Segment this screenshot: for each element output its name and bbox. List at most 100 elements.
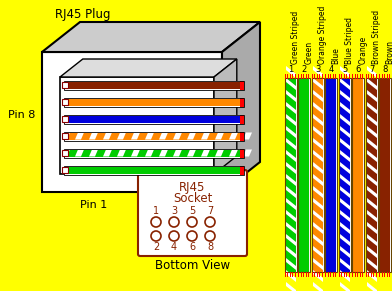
Polygon shape — [229, 132, 238, 139]
Bar — [64, 132, 244, 141]
Bar — [354, 78, 363, 272]
Text: Green Striped: Green Striped — [291, 11, 300, 64]
Bar — [381, 78, 390, 272]
Bar — [327, 78, 336, 272]
Polygon shape — [313, 210, 323, 222]
Bar — [312, 78, 324, 272]
Polygon shape — [340, 222, 350, 234]
Bar — [366, 78, 378, 272]
Bar — [64, 148, 244, 157]
Polygon shape — [340, 66, 350, 78]
Polygon shape — [367, 258, 377, 270]
Polygon shape — [243, 150, 252, 157]
Bar — [240, 132, 244, 141]
Polygon shape — [286, 270, 296, 282]
Polygon shape — [286, 66, 296, 78]
FancyBboxPatch shape — [138, 170, 247, 256]
Text: Green: Green — [305, 41, 314, 64]
Polygon shape — [340, 162, 350, 174]
Polygon shape — [340, 198, 350, 210]
Polygon shape — [243, 132, 252, 139]
Polygon shape — [313, 78, 323, 90]
Polygon shape — [75, 150, 84, 157]
Polygon shape — [286, 150, 296, 162]
Polygon shape — [367, 150, 377, 162]
Polygon shape — [117, 150, 126, 157]
Polygon shape — [89, 150, 98, 157]
Bar — [64, 97, 244, 107]
Bar — [285, 78, 297, 272]
Polygon shape — [201, 150, 210, 157]
Polygon shape — [367, 126, 377, 138]
Polygon shape — [313, 174, 323, 186]
Polygon shape — [340, 282, 350, 291]
Polygon shape — [340, 150, 350, 162]
Polygon shape — [159, 132, 168, 139]
Text: 7: 7 — [207, 206, 213, 216]
Polygon shape — [367, 198, 377, 210]
Text: 7: 7 — [369, 65, 375, 74]
Polygon shape — [367, 162, 377, 174]
Bar — [64, 98, 244, 106]
Bar — [64, 166, 244, 175]
Text: Blue Striped: Blue Striped — [345, 17, 354, 64]
Polygon shape — [214, 59, 237, 174]
Polygon shape — [367, 210, 377, 222]
Text: Brown Striped: Brown Striped — [372, 10, 381, 64]
Polygon shape — [286, 246, 296, 258]
Polygon shape — [173, 150, 182, 157]
Polygon shape — [367, 90, 377, 102]
Polygon shape — [340, 78, 350, 90]
Polygon shape — [286, 138, 296, 150]
Bar — [240, 166, 244, 175]
Bar — [352, 78, 365, 272]
Bar — [60, 77, 214, 174]
Text: RJ45: RJ45 — [179, 182, 206, 194]
Polygon shape — [286, 186, 296, 198]
Polygon shape — [103, 150, 112, 157]
Polygon shape — [313, 114, 323, 126]
Bar — [64, 116, 244, 123]
Text: RJ45 Plug: RJ45 Plug — [55, 8, 111, 21]
Polygon shape — [340, 102, 350, 114]
Bar — [64, 132, 244, 139]
Polygon shape — [340, 186, 350, 198]
Bar — [42, 52, 222, 192]
Polygon shape — [187, 150, 196, 157]
Bar — [64, 81, 244, 90]
Text: Blue: Blue — [332, 47, 341, 64]
Bar — [64, 148, 244, 157]
Polygon shape — [367, 66, 377, 78]
Polygon shape — [340, 138, 350, 150]
Bar — [240, 148, 244, 157]
Polygon shape — [340, 114, 350, 126]
Bar — [285, 78, 297, 272]
Bar — [367, 78, 377, 272]
Polygon shape — [286, 234, 296, 246]
Polygon shape — [286, 102, 296, 114]
Text: 3: 3 — [171, 206, 177, 216]
Text: 5: 5 — [189, 206, 195, 216]
Polygon shape — [313, 270, 323, 282]
Bar — [299, 78, 310, 272]
Polygon shape — [367, 282, 377, 291]
Polygon shape — [145, 150, 154, 157]
Polygon shape — [340, 246, 350, 258]
Text: 4: 4 — [171, 242, 177, 252]
Bar — [64, 114, 244, 123]
Text: 2: 2 — [302, 65, 307, 74]
Polygon shape — [215, 150, 224, 157]
Bar — [64, 81, 244, 90]
Text: 1: 1 — [289, 65, 294, 74]
Polygon shape — [131, 132, 140, 139]
Text: 4: 4 — [329, 65, 334, 74]
Polygon shape — [340, 234, 350, 246]
Polygon shape — [173, 132, 182, 139]
Bar — [64, 166, 244, 173]
Polygon shape — [367, 78, 377, 90]
Bar — [62, 82, 68, 88]
Bar — [286, 78, 296, 272]
Polygon shape — [367, 222, 377, 234]
Polygon shape — [117, 132, 126, 139]
Polygon shape — [75, 132, 84, 139]
